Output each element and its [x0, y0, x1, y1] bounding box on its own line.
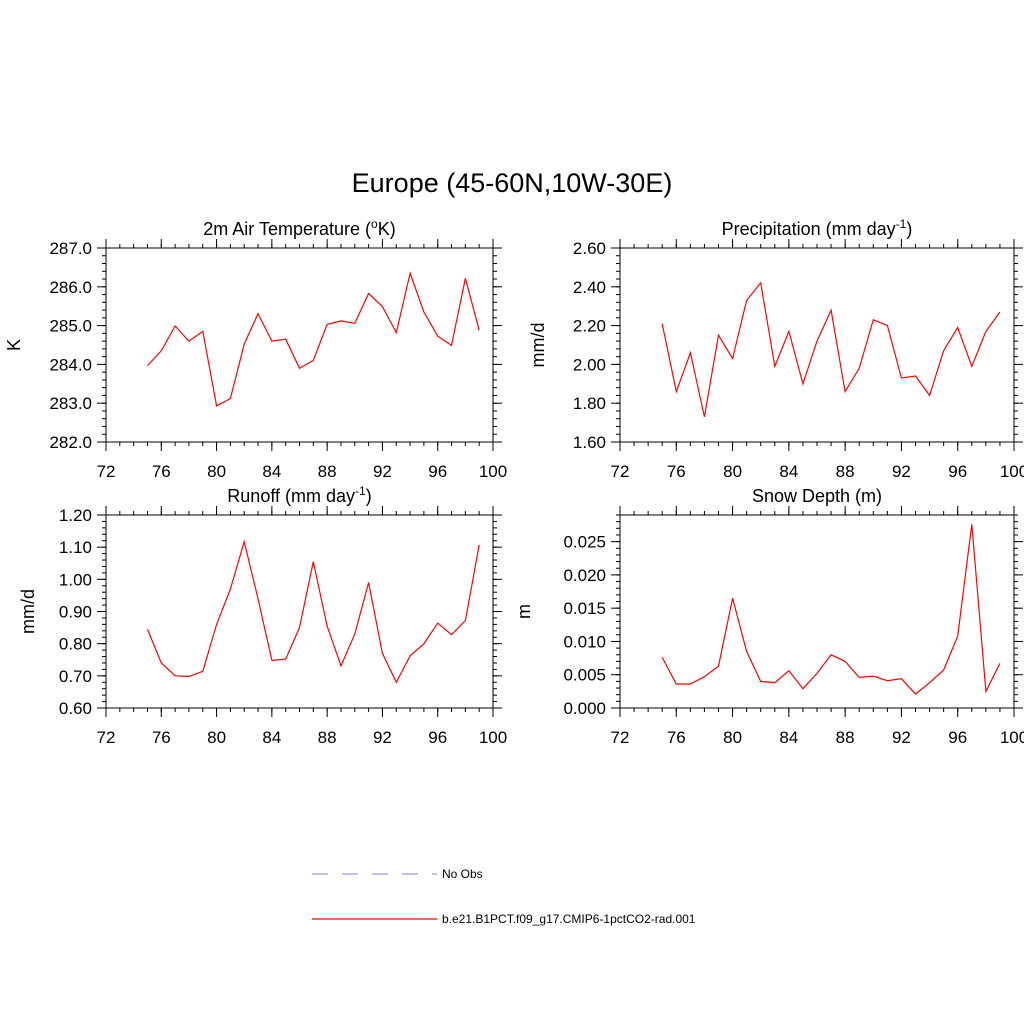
x-tick-label: 72 — [611, 728, 630, 747]
y-tick-label: 0.020 — [563, 566, 606, 585]
series-line — [147, 271, 480, 407]
x-tick-label: 80 — [723, 462, 742, 481]
y-tick-label: 1.80 — [573, 394, 606, 413]
y-tick-label: 0.70 — [59, 667, 92, 686]
x-tick-label: 72 — [611, 462, 630, 481]
x-tick-label: 84 — [779, 728, 798, 747]
x-tick-label: 84 — [779, 462, 798, 481]
x-tick-label: 76 — [667, 728, 686, 747]
y-tick-label: 1.10 — [59, 538, 92, 557]
y-tick-label: 2.20 — [573, 317, 606, 336]
series-line — [661, 524, 1001, 695]
y-tick-label: 287.0 — [49, 239, 92, 258]
y-tick-label: 2.40 — [573, 278, 606, 297]
y-tick-label: 0.60 — [59, 699, 92, 718]
x-tick-label: 84 — [262, 462, 281, 481]
x-tick-label: 92 — [892, 728, 911, 747]
x-tick-label: 96 — [948, 462, 967, 481]
y-tick-label: 0.025 — [563, 533, 606, 552]
figure-title: Europe (45-60N,10W-30E) — [352, 168, 673, 198]
x-tick-label: 100 — [479, 462, 507, 481]
y-tick-label: 1.20 — [59, 506, 92, 525]
chart-panel-2: Precipitation (mm day-1) mm/d 72 76 80 84 88 92… — [528, 217, 1024, 481]
x-tick-label: 92 — [892, 462, 911, 481]
y-axis-label: mm/d — [18, 589, 38, 634]
chart-panel-1: 2m Air Temperature (oK) K 72 76 80 84 88 92 96 10… — [4, 217, 507, 481]
legend-label: b.e21.B1PCT.f09_g17.CMIP6-1pctCO2-rad.00… — [442, 912, 696, 926]
x-tick-label: 88 — [836, 728, 855, 747]
x-tick-label: 80 — [207, 462, 226, 481]
chart-panel-4: Snow Depth (m) m 72 76 80 84 88 92 96 100 0.000 0.0… — [514, 486, 1024, 747]
panel-title: 2m Air Temperature (oK) — [203, 217, 395, 239]
legend: No Obs b.e21.B1PCT.f09_g17.CMIP6-1pctCO2-… — [312, 867, 696, 926]
y-tick-label: 1.60 — [573, 433, 606, 452]
x-tick-label: 76 — [667, 462, 686, 481]
legend-entry-2: b.e21.B1PCT.f09_g17.CMIP6-1pctCO2-rad.00… — [312, 912, 696, 926]
x-tick-label: 84 — [262, 728, 281, 747]
y-tick-label: 2.00 — [573, 355, 606, 374]
series-line — [661, 281, 1001, 417]
y-axis-label: mm/d — [528, 323, 548, 368]
y-tick-label: 0.80 — [59, 635, 92, 654]
y-tick-label: 2.60 — [573, 239, 606, 258]
x-tick-label: 96 — [428, 462, 447, 481]
chart-panel-3: Runoff (mm day-1) mm/d 72 76 80 84 88 92 96 100 0.… — [18, 484, 507, 747]
x-tick-label: 100 — [479, 728, 507, 747]
y-tick-label: 0.000 — [563, 699, 606, 718]
x-tick-label: 80 — [207, 728, 226, 747]
y-tick-label: 282.0 — [49, 433, 92, 452]
x-tick-label: 100 — [1000, 728, 1024, 747]
x-tick-label: 96 — [948, 728, 967, 747]
chart-panels: 2m Air Temperature (oK) K 72 76 80 84 88 92 96 10… — [4, 217, 1024, 747]
legend-label: No Obs — [442, 867, 483, 881]
y-tick-label: 1.00 — [59, 570, 92, 589]
legend-entry-1: No Obs — [312, 867, 483, 881]
panel-title: Precipitation (mm day-1) — [722, 217, 913, 239]
panel-title: Snow Depth (m) — [752, 486, 882, 506]
x-tick-label: 72 — [97, 462, 116, 481]
x-tick-label: 100 — [1000, 462, 1024, 481]
y-tick-label: 283.0 — [49, 394, 92, 413]
y-tick-label: 0.010 — [563, 632, 606, 651]
x-tick-label: 92 — [373, 728, 392, 747]
x-tick-label: 76 — [152, 728, 171, 747]
x-tick-label: 72 — [97, 728, 116, 747]
y-tick-label: 0.015 — [563, 599, 606, 618]
series-line — [146, 539, 480, 684]
y-axis-label: K — [4, 339, 24, 351]
y-tick-label: 0.90 — [59, 603, 92, 622]
y-tick-label: 0.005 — [563, 666, 606, 685]
x-tick-label: 80 — [723, 728, 742, 747]
panel-title: Runoff (mm day-1) — [227, 484, 371, 506]
x-tick-label: 92 — [373, 462, 392, 481]
x-tick-label: 76 — [152, 462, 171, 481]
y-tick-label: 284.0 — [49, 355, 92, 374]
y-axis-label: m — [514, 604, 534, 619]
x-tick-label: 96 — [428, 728, 447, 747]
x-tick-label: 88 — [836, 462, 855, 481]
x-tick-label: 88 — [318, 728, 337, 747]
y-tick-label: 286.0 — [49, 278, 92, 297]
x-tick-label: 88 — [318, 462, 337, 481]
y-tick-label: 285.0 — [49, 317, 92, 336]
